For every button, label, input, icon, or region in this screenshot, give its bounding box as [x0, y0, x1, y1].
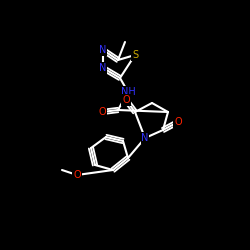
Text: O: O — [73, 170, 81, 180]
Text: N: N — [141, 133, 149, 143]
Text: O: O — [174, 117, 182, 127]
Text: S: S — [132, 50, 138, 60]
Text: O: O — [98, 107, 106, 117]
Text: O: O — [122, 95, 130, 105]
Text: N: N — [99, 45, 107, 55]
Text: NH: NH — [120, 87, 136, 97]
Text: N: N — [99, 63, 107, 73]
